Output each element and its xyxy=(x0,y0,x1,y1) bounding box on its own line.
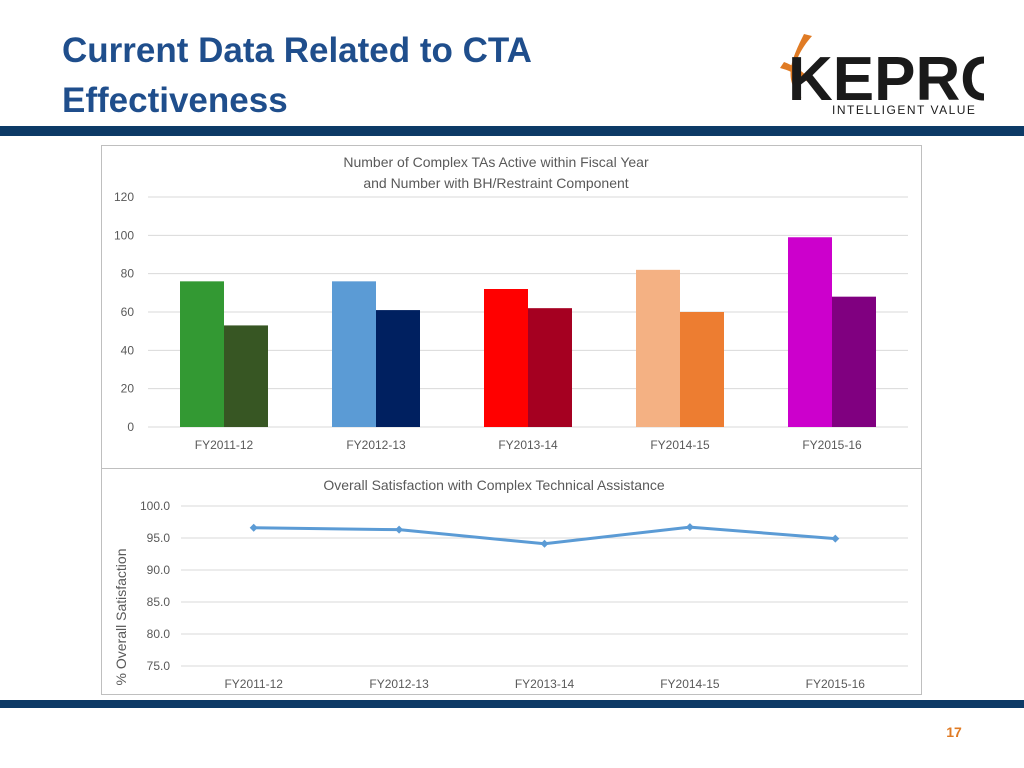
line-chart: Overall Satisfaction with Complex Techni… xyxy=(113,477,908,691)
bar-fy2013-14-series-1 xyxy=(484,289,528,427)
bar-xtick-label: FY2012-13 xyxy=(346,438,406,452)
bar-xtick-label: FY2013-14 xyxy=(498,438,558,452)
bar-fy2011-12-series-1 xyxy=(180,281,224,427)
line-point-fy2012-13 xyxy=(395,525,404,534)
bar-chart-title-line2: and Number with BH/Restraint Component xyxy=(363,175,628,191)
page-number: 17 xyxy=(946,724,962,740)
line-ytick-label: 100.0 xyxy=(140,499,170,513)
bar-fy2012-13-series-1 xyxy=(332,281,376,427)
bar-fy2014-15-series-1 xyxy=(636,269,680,427)
bar-ytick-label: 80 xyxy=(121,267,135,281)
bar-chart-title-line1: Number of Complex TAs Active within Fisc… xyxy=(343,154,649,170)
line-point-fy2011-12 xyxy=(249,523,258,532)
slide-title-line1: Current Data Related to CTA xyxy=(62,31,532,70)
kepro-swoosh-icon xyxy=(790,34,812,98)
slide-title-line2: Effectiveness xyxy=(62,81,288,120)
line-xtick-label: FY2012-13 xyxy=(369,677,429,691)
line-ytick-label: 80.0 xyxy=(147,627,171,641)
bar-ytick-label: 40 xyxy=(121,343,135,357)
slide-title: Current Data Related to CTA Effectivenes… xyxy=(62,26,662,126)
bar-ytick-label: 100 xyxy=(114,228,134,242)
bar-xtick-label: FY2011-12 xyxy=(195,438,254,452)
bar-fy2014-15-series-2 xyxy=(680,312,724,427)
bar-xtick-label: FY2014-15 xyxy=(650,438,710,452)
line-ytick-label: 90.0 xyxy=(147,563,171,577)
line-chart-ylabel: % Overall Satisfaction xyxy=(113,549,129,686)
bar-fy2011-12-series-2 xyxy=(224,325,268,427)
line-chart-title: Overall Satisfaction with Complex Techni… xyxy=(323,477,665,493)
line-point-fy2015-16 xyxy=(831,534,840,543)
line-ytick-label: 85.0 xyxy=(147,595,171,609)
chart-divider xyxy=(101,468,922,469)
kepro-logo: KEPRO INTELLIGENT VALUE xyxy=(774,28,1008,120)
header-band xyxy=(0,126,1024,136)
line-xtick-label: FY2014-15 xyxy=(660,677,720,691)
line-ytick-label: 75.0 xyxy=(147,659,171,673)
logo-wordmark: KEPRO xyxy=(788,45,984,114)
bar-fy2015-16-series-2 xyxy=(832,296,876,427)
bar-ytick-label: 20 xyxy=(121,382,135,396)
bar-ytick-label: 60 xyxy=(121,305,135,319)
line-xtick-label: FY2013-14 xyxy=(515,677,575,691)
bar-fy2012-13-series-2 xyxy=(376,310,420,427)
line-point-fy2013-14 xyxy=(540,539,549,548)
bar-fy2013-14-series-2 xyxy=(528,308,572,427)
line-point-fy2014-15 xyxy=(685,523,694,532)
bar-xtick-label: FY2015-16 xyxy=(802,438,862,452)
logo-tagline: INTELLIGENT VALUE xyxy=(832,103,976,117)
line-ytick-label: 95.0 xyxy=(147,531,171,545)
footer-band xyxy=(0,700,1024,708)
line-xtick-label: FY2015-16 xyxy=(806,677,866,691)
bar-ytick-label: 120 xyxy=(114,190,134,204)
line-xtick-label: FY2011-12 xyxy=(224,677,283,691)
kepro-logo-graphic: KEPRO INTELLIGENT VALUE xyxy=(780,34,1008,117)
bar-fy2015-16-series-1 xyxy=(788,237,832,427)
bar-chart: Number of Complex TAs Active within Fisc… xyxy=(114,154,908,452)
bar-ytick-label: 0 xyxy=(127,420,134,434)
